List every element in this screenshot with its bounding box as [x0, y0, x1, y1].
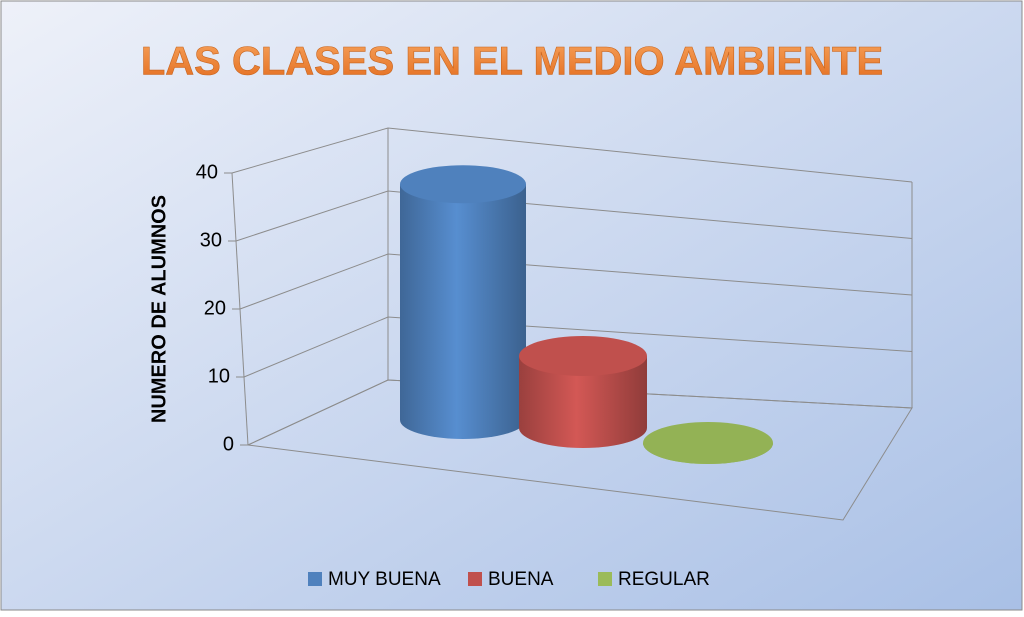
- y-tick-label: 20: [204, 297, 226, 319]
- grid-line: [239, 253, 913, 310]
- bar-top: [519, 335, 647, 376]
- grid-line: [235, 190, 913, 242]
- bar-top: [643, 422, 773, 464]
- y-tick-label: 30: [200, 229, 222, 251]
- legend-label: MUY BUENA: [328, 569, 441, 590]
- legend-swatch: [598, 572, 612, 586]
- y-tick-label: 40: [196, 161, 218, 183]
- legend-swatch: [468, 572, 482, 586]
- chart-title: LAS CLASES EN EL MEDIO AMBIENTE: [141, 40, 883, 84]
- legend-swatch: [308, 572, 322, 586]
- legend-label: REGULAR: [618, 569, 710, 590]
- bar: [519, 355, 647, 448]
- y-axis-label: NUMERO DE ALUMNOS: [148, 195, 170, 423]
- grid-line: [243, 316, 913, 378]
- bar-top: [400, 165, 526, 204]
- grid-line: [231, 127, 913, 183]
- y-tick-label: 10: [208, 365, 230, 387]
- grid-line: [247, 379, 913, 446]
- bar: [400, 184, 526, 439]
- legend-label: BUENA: [488, 569, 554, 590]
- y-tick-label: 0: [223, 433, 234, 455]
